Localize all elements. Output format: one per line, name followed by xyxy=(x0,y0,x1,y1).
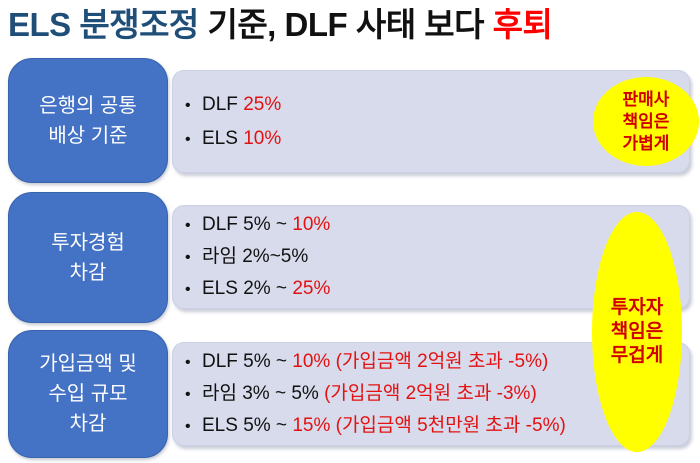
bullet-item: • DLF 5% ~ 10% xyxy=(185,209,689,241)
callout-line: 무겁게 xyxy=(610,345,664,366)
title-segment-red: 후퇴 xyxy=(492,6,553,43)
bullet-dot-icon: • xyxy=(185,96,191,114)
bullet-text: DLF 5% ~ xyxy=(202,214,293,235)
callout-line: 투자자 xyxy=(610,297,664,318)
bullet-dot-icon: • xyxy=(185,418,191,435)
bullet-dot-icon: • xyxy=(185,130,191,148)
bullet-item: • ELS 10% xyxy=(185,122,689,156)
bullet-text-highlight: 10% xyxy=(292,214,331,235)
bullet-list-2: • DLF 5% ~ 10% • 라임 2%~5% • ELS 2% ~ 25% xyxy=(185,209,689,305)
bullet-item: • ELS 2% ~ 25% xyxy=(185,273,689,305)
bullet-text-highlight: (가입금액 2억원 초과 -3%) xyxy=(324,383,537,404)
stage-label-line: 차감 xyxy=(69,413,107,435)
bullet-dot-icon: • xyxy=(185,217,191,234)
bullet-text: 라임 3% ~ 5% xyxy=(202,383,325,404)
bullet-text: DLF 5% ~ xyxy=(202,351,293,372)
bullet-dot-icon: • xyxy=(185,354,191,371)
bullet-text: ELS xyxy=(202,127,244,149)
callout-seller-responsibility: 판매사 책임은 가볍게 xyxy=(593,77,699,166)
bullet-text: 라임 2%~5% xyxy=(202,246,309,267)
bullet-text-highlight: 25% xyxy=(292,278,331,299)
stage-label-line: 투자경험 xyxy=(51,231,125,254)
bullet-item: • DLF 25% xyxy=(185,88,689,122)
bullet-dot-icon: • xyxy=(185,386,191,403)
bullet-text-highlight: 15% (가입금액 5천만원 초과 -5%) xyxy=(292,415,566,436)
bullet-dot-icon: • xyxy=(185,281,191,298)
title-segment-black: 기준, DLF 사태 보다 xyxy=(198,6,493,43)
bullet-item: • ELS 5% ~ 15% (가입금액 5천만원 초과 -5%) xyxy=(185,410,689,442)
bullet-item: • 라임 2%~5% xyxy=(185,241,689,273)
callout-line: 책임은 xyxy=(622,111,670,131)
bullet-text-highlight: 10% (가입금액 2억원 초과 -5%) xyxy=(292,351,549,372)
callout-line: 가볍게 xyxy=(622,133,670,153)
page-title: ELS 분쟁조정 기준, DLF 사태 보다 후퇴 xyxy=(8,2,698,48)
bullet-list-1: • DLF 25% • ELS 10% xyxy=(185,88,689,156)
bullet-list-3: • DLF 5% ~ 10% (가입금액 2억원 초과 -5%) • 라임 3% ~ … xyxy=(185,346,689,442)
callout-line: 판매사 xyxy=(622,89,670,109)
bullet-text: DLF xyxy=(202,93,244,115)
bullet-item: • DLF 5% ~ 10% (가입금액 2억원 초과 -5%) xyxy=(185,346,689,378)
bullet-text: ELS 5% ~ xyxy=(202,415,293,436)
bullet-text: ELS 2% ~ xyxy=(202,278,293,299)
stage-label-line: 은행의 공통 xyxy=(39,94,137,117)
stage-label-line: 수입 규모 xyxy=(48,383,128,405)
stage-label-line: 차감 xyxy=(69,261,107,284)
stage-label-line: 가입금액 및 xyxy=(39,353,137,375)
callout-1-text: 판매사 책임은 가볍게 xyxy=(623,89,670,155)
bullet-text-highlight: 25% xyxy=(243,93,282,115)
bullet-item: • 라임 3% ~ 5% (가입금액 2억원 초과 -3%) xyxy=(185,378,689,410)
panel-investment-experience: • DLF 5% ~ 10% • 라임 2%~5% • ELS 2% ~ 25% xyxy=(172,205,690,309)
bullet-text-highlight: 10% xyxy=(243,127,282,149)
bullet-dot-icon: • xyxy=(185,249,191,266)
title-segment-blue: ELS 분쟁조정 xyxy=(8,6,199,43)
stage-label-line: 배상 기준 xyxy=(48,124,128,147)
callout-line: 책임은 xyxy=(610,321,664,342)
